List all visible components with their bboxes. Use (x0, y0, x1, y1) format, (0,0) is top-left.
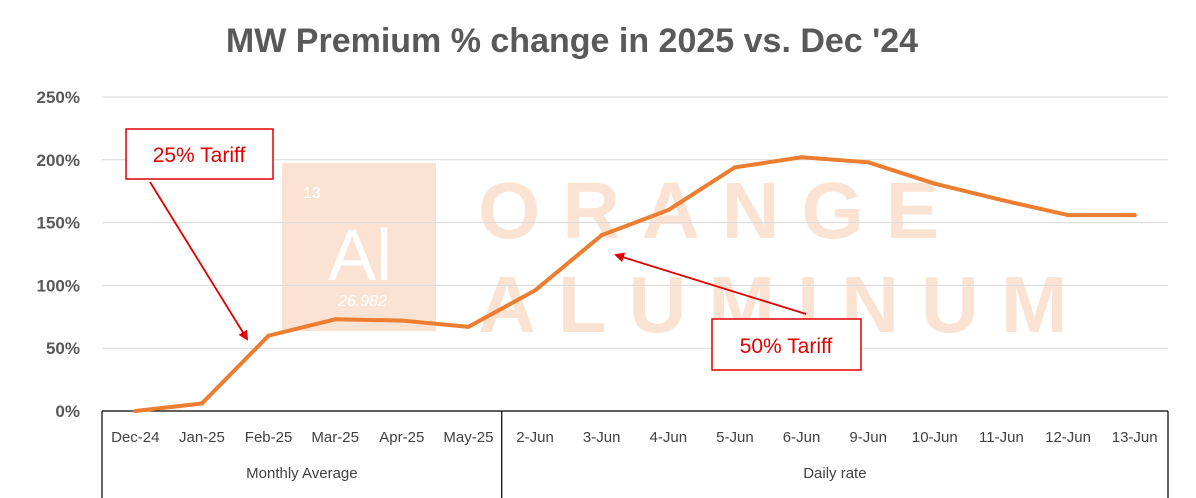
data-point (599, 233, 604, 238)
annotation-25-tariff-label: 25% Tariff (153, 144, 246, 167)
x-tick-label: 6-Jun (783, 429, 821, 446)
data-point (466, 324, 471, 329)
y-tick-label: 150% (37, 214, 80, 233)
x-tick-label: Feb-25 (245, 429, 293, 446)
watermark-element-tile (282, 163, 436, 331)
annotation-25-tariff-box (125, 128, 274, 180)
y-tick-label: 100% (37, 276, 80, 295)
y-tick-label: 50% (46, 339, 80, 358)
annotation-50-tariff: 50% Tariff (614, 252, 862, 371)
category-axis (101, 410, 1169, 498)
series-layer (133, 155, 1137, 413)
x-tick-label: 5-Jun (716, 429, 754, 446)
data-point (1132, 213, 1137, 218)
data-point (932, 181, 937, 186)
data-point (333, 317, 338, 322)
x-tick-label: May-25 (443, 429, 493, 446)
x-tick-label: Dec-24 (111, 429, 159, 446)
data-point (799, 155, 804, 160)
data-point (666, 208, 671, 213)
annotation-50-tariff-arrow (614, 252, 807, 315)
x-tick-label: 4-Jun (650, 429, 688, 446)
watermark-atomic-mass: 26.982 (337, 293, 387, 310)
x-tick-label: 10-Jun (912, 429, 958, 446)
x-tick-label: 11-Jun (979, 429, 1024, 446)
x-tick-label: Jan-25 (179, 429, 225, 446)
watermark-word-orange: ORANGE (478, 166, 961, 255)
y-tick-label: 250% (37, 88, 80, 107)
data-point (399, 318, 404, 323)
chart-title: MW Premium % change in 2025 vs. Dec '24 (226, 22, 918, 60)
data-point (266, 333, 271, 338)
group-label: Daily rate (803, 465, 866, 482)
y-axis-ticks: 0% 50% 100% 150% 200% 250% (37, 88, 80, 421)
annotation-25-tariff: 25% Tariff (125, 128, 274, 341)
x-tick-label: 12-Jun (1045, 429, 1091, 446)
annotation-25-tariff-arrow (149, 181, 249, 341)
annotation-50-tariff-box (711, 318, 862, 371)
data-point (732, 165, 737, 170)
x-tick-label: 2-Jun (516, 429, 554, 446)
data-point (133, 409, 138, 413)
y-tick-label: 200% (37, 151, 80, 170)
data-point (533, 288, 538, 293)
annotation-50-tariff-label: 50% Tariff (740, 335, 833, 358)
gridlines (102, 96, 1168, 349)
data-point (999, 197, 1004, 202)
category-groups: Monthly Average Daily rate (246, 465, 866, 482)
x-tick-label: 9-Jun (849, 429, 887, 446)
watermark-atomic-number: 13 (303, 185, 321, 202)
x-tick-label: Apr-25 (379, 429, 424, 446)
x-axis-ticks: Dec-24 Jan-25 Feb-25 Mar-25 Apr-25 May-25 2-Ju… (111, 429, 1157, 446)
y-tick-label: 0% (55, 402, 80, 421)
data-point (866, 160, 871, 165)
watermark-element-symbol: Al (328, 216, 392, 296)
group-label: Monthly Average (246, 465, 357, 482)
x-tick-label: 3-Jun (583, 429, 621, 446)
series-line (133, 155, 1137, 413)
x-tick-label: 13-Jun (1112, 429, 1158, 446)
data-point (199, 401, 204, 406)
data-point (1066, 213, 1071, 218)
x-tick-label: Mar-25 (311, 429, 359, 446)
